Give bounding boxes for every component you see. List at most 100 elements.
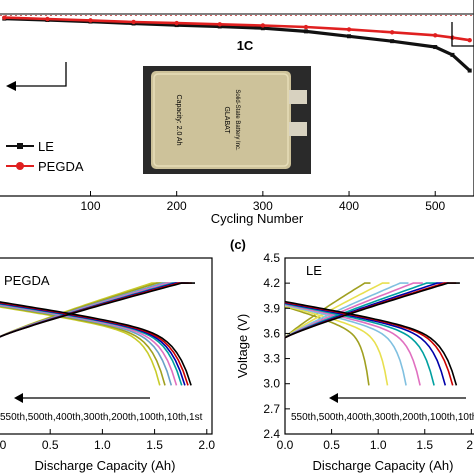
legend: LE PEGDA [6, 139, 84, 174]
photo-text-company: Solid-State Battery Inc. [234, 89, 240, 151]
point-pegda [260, 23, 266, 28]
pegda-charge-1st [0, 282, 195, 338]
y-tick-label: 2.7 [263, 402, 280, 416]
photo-text-capacity: Capacity: 2.0 Ah [175, 95, 182, 146]
point-pegda [2, 15, 7, 20]
x-tick-label: 200 [167, 199, 187, 213]
x-tick-label: 2.0 [198, 438, 215, 452]
x-tick-label: 400 [339, 199, 359, 213]
top-x-axis-label: Cycling Number [211, 211, 304, 226]
point-le [303, 29, 308, 34]
pegda-cycle-arrowhead [14, 393, 23, 403]
le-discharge-100th [284, 302, 447, 386]
x-tick-label: 1.0 [370, 438, 387, 452]
le-x-axis-label: Discharge Capacity (Ah) [313, 458, 454, 473]
rate-annotation: 1C [237, 38, 254, 53]
point-pegda [88, 18, 93, 23]
x-tick-label: 1.5 [416, 438, 433, 452]
y-tick-label: 4.2 [263, 276, 280, 290]
le-voltage-panel: (c) 2.4 2.7 3.0 3.3 3.6 3.9 4.2 4.5 0.0 0.5 1.0 1.… [230, 237, 474, 473]
le-discharge-400th [284, 304, 407, 386]
point-le [450, 52, 455, 57]
pegda-cycle-label: 550th,500th,400th,300th,200th,100th,10th… [0, 412, 203, 423]
photo-text-brand: GLABAT [223, 106, 230, 134]
battery-body [151, 71, 291, 169]
pegda-discharge-1st [0, 301, 192, 386]
le-panel-title: LE [306, 263, 322, 278]
x-tick-label: 300 [253, 199, 273, 213]
pegda-panel-title: PEGDA [4, 273, 50, 288]
point-pegda [303, 24, 309, 30]
pegda-x-ticks: 0.0 0.5 1.0 1.5 2.0 [0, 429, 215, 452]
le-discharge-300th [284, 303, 421, 386]
point-pegda [45, 16, 50, 22]
le-plot-frame [284, 257, 474, 435]
battery-tab-top [289, 90, 307, 104]
y-tick-label: 3.9 [263, 301, 280, 315]
le-charge-550th [284, 282, 371, 339]
point-le [347, 34, 352, 39]
point-le [390, 39, 395, 44]
battery-photo: Capacity: 2.0 Ah GLABAT Solid-State Batt… [143, 66, 311, 174]
point-pegda [433, 33, 438, 38]
x-tick-label: 0.0 [277, 438, 294, 452]
legend-marker-pegda [16, 162, 24, 170]
top-plot-frame [0, 0, 474, 197]
le-cycle-arrowhead [329, 393, 338, 403]
point-pegda [346, 27, 352, 32]
y-tick-label: 3.3 [263, 352, 280, 366]
le-charge-500th [284, 282, 390, 339]
top-x-ticks: 100 200 300 400 500 [80, 191, 446, 213]
le-charge-1st [284, 282, 460, 339]
battery-tab-bottom [289, 122, 307, 136]
pegda-plot-frame [0, 257, 213, 435]
y-tick-label: 3.6 [263, 326, 280, 340]
y-tick-label: 2.4 [263, 427, 280, 441]
point-le [433, 45, 438, 50]
panel-label-c: (c) [230, 237, 246, 252]
le-x-ticks: 0.0 0.5 1.0 1.5 2. [277, 429, 474, 452]
y-tick-label: 4.5 [263, 251, 280, 265]
y-tick-label: 3.0 [263, 377, 280, 391]
x-tick-label: 1.5 [146, 438, 163, 452]
point-le [260, 26, 265, 31]
point-pegda [467, 37, 472, 43]
pegda-x-axis-label: Discharge Capacity (Ah) [35, 458, 176, 473]
le-curves [284, 282, 460, 386]
efficiency-trace [0, 13, 474, 16]
le-y-ticks: 2.4 2.7 3.0 3.3 3.6 3.9 4.2 4.5 [263, 251, 290, 441]
le-charge-300th [284, 282, 423, 339]
legend-marker-le [17, 143, 23, 149]
point-pegda [217, 22, 222, 27]
capacity-series [2, 15, 472, 73]
pegda-discharge-200th [0, 303, 183, 386]
point-pegda [131, 19, 136, 25]
point-pegda [174, 20, 179, 26]
x-tick-label: 100 [80, 199, 100, 213]
le-cycle-label: 550th,500th,400th,300th,200th,100th,10th… [291, 412, 474, 423]
point-le [467, 68, 472, 73]
x-tick-label: 0.5 [323, 438, 340, 452]
legend-label-le: LE [38, 139, 54, 154]
x-tick-label: 0.5 [42, 438, 59, 452]
x-tick-label: 1.0 [94, 438, 111, 452]
left-axis-arrowhead [6, 81, 16, 91]
right-axis-arrow [451, 22, 474, 47]
legend-label-pegda: PEGDA [38, 159, 84, 174]
pegda-curves [0, 282, 195, 386]
x-tick-label: 2. [466, 438, 474, 452]
left-axis-arrow [12, 62, 67, 87]
x-tick-label: 500 [425, 199, 445, 213]
top-cycling-panel: 100 200 300 400 500 1C Capacity: 2.0 Ah GLAB… [0, 0, 474, 226]
le-discharge-1st [284, 300, 458, 386]
battery-edge-highlight [153, 73, 289, 167]
x-tick-label: 0.0 [0, 438, 7, 452]
series-line-pegda [4, 16, 470, 42]
le-discharge-200th [284, 302, 435, 386]
le-y-axis-label: Voltage (V) [235, 314, 250, 378]
le-discharge-500th [284, 305, 389, 386]
le-charge-400th [284, 282, 409, 339]
pegda-voltage-panel: 0.0 0.5 1.0 1.5 2.0 PEGDA 550th,500th,400th,… [0, 257, 215, 473]
point-pegda [389, 30, 395, 35]
